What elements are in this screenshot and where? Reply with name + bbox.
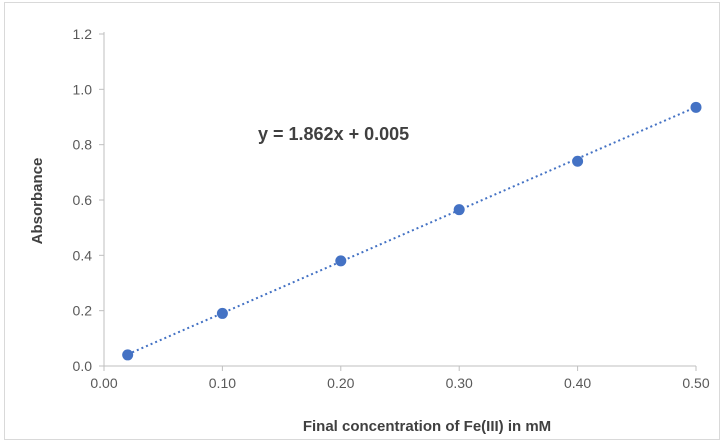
y-tick-label: 0.8 — [73, 137, 93, 153]
y-tick-label: 0.0 — [73, 358, 93, 374]
y-tick-label: 0.6 — [73, 192, 93, 208]
data-point — [572, 155, 584, 167]
y-axis-title: Absorbance — [29, 158, 46, 245]
data-point — [690, 101, 702, 113]
y-tick-label: 0.2 — [73, 303, 93, 319]
x-tick-label: 0.10 — [209, 375, 236, 391]
trendline-group — [127, 106, 697, 356]
x-tick-label: 0.20 — [327, 375, 354, 391]
x-axis-title: Final concentration of Fe(III) in mM — [303, 418, 551, 435]
data-point — [216, 307, 228, 319]
y-tick-label: 1.0 — [73, 81, 93, 97]
data-point — [122, 349, 134, 361]
x-tick-label: 0.30 — [446, 375, 473, 391]
y-tick-label: 0.4 — [73, 247, 93, 263]
chart-frame — [4, 2, 720, 440]
axes — [99, 32, 697, 371]
data-point — [335, 255, 347, 267]
x-tick-label: 0.50 — [682, 375, 709, 391]
x-tick-label: 0.00 — [90, 375, 117, 391]
trendline-equation: y = 1.862x + 0.005 — [258, 124, 409, 144]
x-tick-label: 0.40 — [564, 375, 591, 391]
y-tick-label: 1.2 — [73, 26, 93, 42]
data-point — [453, 204, 465, 216]
data-points — [122, 101, 702, 361]
tick-labels: 0.0 0.2 0.4 0.6 0.8 1.0 1.2 0.00 0.10 0.20 0.30 0.4… — [73, 26, 710, 391]
trendline — [127, 106, 697, 356]
